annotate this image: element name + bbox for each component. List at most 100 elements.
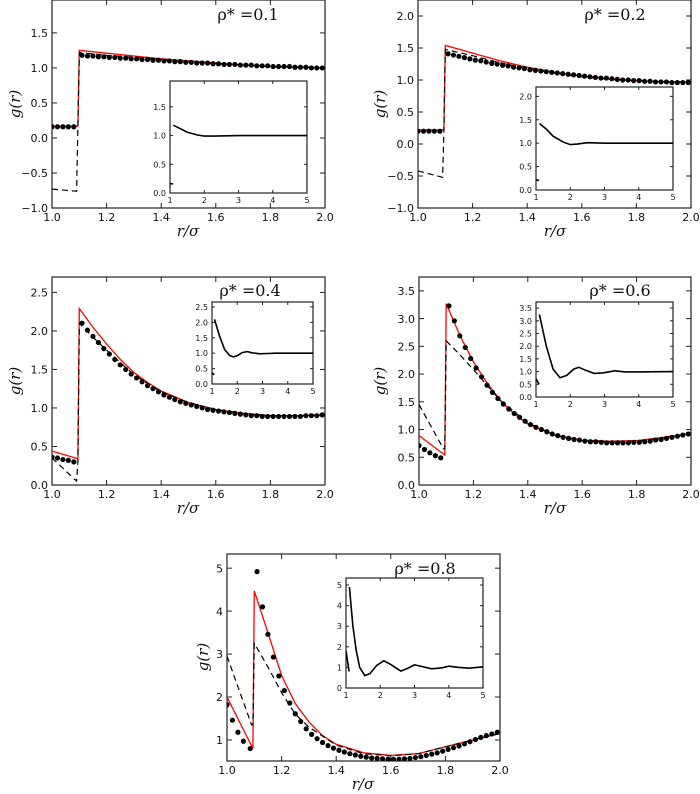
simulation-data-point	[467, 56, 473, 62]
y-tick-label: 1.5	[397, 42, 415, 55]
simulation-data-point	[374, 755, 380, 761]
simulation-data-point	[314, 65, 320, 71]
x-tick-label: 1.8	[262, 488, 280, 501]
x-tick-label: 1.2	[464, 211, 482, 224]
simulation-data-point	[112, 54, 118, 61]
y-tick-label: 1.0	[398, 424, 416, 437]
simulation-data-point	[522, 418, 528, 424]
simulation-data-point	[489, 60, 495, 66]
simulation-data-point	[155, 389, 162, 395]
y-tick-label: 1.0	[31, 62, 49, 75]
simulation-data-point	[625, 440, 632, 446]
x-tick-label: 2.0	[682, 211, 700, 224]
simulation-data-point	[669, 434, 675, 440]
x-tick-label: 1.2	[98, 488, 116, 501]
simulation-data-point	[527, 421, 534, 428]
inset-x-tick-label: 2	[235, 387, 240, 396]
simulation-data-point	[52, 454, 55, 460]
simulation-data-point	[620, 77, 626, 83]
simulation-data-point	[259, 63, 265, 69]
y-axis-label: g(r)	[194, 643, 212, 672]
simulation-data-point	[500, 62, 506, 68]
simulation-data-point	[303, 413, 309, 419]
simulation-data-point	[669, 79, 675, 86]
inset-y-tick-label: 1	[337, 663, 342, 672]
inset-x-tick-label: 4	[636, 400, 641, 409]
inset-x-tick-label: 3	[602, 193, 607, 202]
inset-y-tick-label: 0.0	[153, 189, 166, 198]
x-tick-label: 1.4	[518, 211, 536, 224]
simulation-data-point	[631, 78, 637, 84]
simulation-data-point	[560, 434, 566, 440]
simulation-data-point	[587, 439, 593, 445]
y-tick-label: 2.0	[398, 368, 416, 381]
simulation-data-point	[598, 439, 604, 445]
simulation-data-point	[423, 752, 429, 759]
inset-g-curve	[538, 122, 673, 146]
simulation-data-point	[270, 63, 276, 70]
panel-title: ρ* =0.4	[219, 281, 280, 300]
simulation-data-point	[432, 453, 438, 459]
simulation-data-point	[123, 366, 129, 373]
y-axis-label: g(r)	[371, 90, 389, 119]
inset-y-tick-label: 3.0	[519, 317, 532, 326]
x-tick-label: 1.2	[273, 764, 291, 777]
simulation-data-point	[571, 72, 577, 78]
y-tick-label: 1.5	[398, 396, 416, 409]
simulation-data-point	[52, 124, 55, 130]
simulation-data-point	[237, 62, 243, 68]
simulation-data-point	[549, 431, 555, 437]
panel-2: 1.0 1.2 1.4 1.6 1.8 2.0 −1.0 −0.5 0.0 0.5 1.0 1.5 2.…	[371, 0, 700, 240]
simulation-data-point	[117, 55, 123, 61]
simulation-data-point	[319, 739, 326, 746]
simulation-data-point	[636, 439, 642, 445]
simulation-data-point	[172, 59, 178, 65]
simulation-data-point	[259, 413, 265, 420]
inset-x-tick-label: 1	[533, 193, 538, 202]
x-axis-label: r/σ	[544, 499, 567, 517]
simulation-data-point	[194, 403, 200, 410]
simulation-data-point	[511, 410, 517, 417]
x-tick-label: 1.0	[43, 488, 61, 501]
inset-y-tick-label: 0.0	[195, 380, 208, 389]
y-tick-label: 0.5	[397, 106, 415, 119]
simulation-data-point	[625, 77, 631, 83]
inset-y-tick-label: 2.0	[195, 318, 208, 327]
inset-x-tick-label: 1	[343, 691, 348, 700]
simulation-data-point	[226, 61, 233, 68]
panel-title: ρ* =0.2	[584, 5, 645, 24]
simulation-data-point	[155, 57, 162, 63]
simulation-data-point	[270, 654, 277, 660]
y-tick-label: 4	[216, 605, 223, 618]
y-tick-label: 0.0	[31, 132, 49, 145]
simulation-data-point	[352, 752, 358, 758]
inset-x-tick-label: 5	[670, 193, 675, 202]
y-tick-label: 1.0	[397, 74, 415, 87]
simulation-data-point	[658, 436, 664, 443]
simulation-data-point	[685, 79, 691, 86]
y-tick-label: −1.0	[387, 202, 414, 215]
simulation-data-point	[112, 356, 118, 363]
inset-plot-area	[536, 122, 673, 182]
simulation-data-point	[188, 402, 194, 408]
simulation-data-point	[412, 754, 418, 761]
inset-y-tick-label: 1.5	[153, 103, 166, 112]
simulation-data-point	[494, 729, 500, 735]
simulation-data-point	[421, 446, 428, 453]
simulation-data-point	[593, 439, 599, 445]
simulation-data-point	[685, 431, 691, 437]
simulation-data-point	[106, 351, 112, 357]
y-tick-label: −1.0	[21, 202, 48, 215]
simulation-data-point	[232, 61, 238, 68]
simulation-data-point	[483, 59, 489, 65]
simulation-data-point	[483, 733, 489, 739]
simulation-data-point	[396, 756, 402, 761]
simulation-data-point	[533, 424, 539, 430]
simulation-data-point	[247, 745, 253, 752]
x-tick-label: 1.4	[519, 488, 537, 501]
simulation-data-point	[199, 405, 205, 411]
simulation-data-point	[505, 63, 511, 69]
simulation-data-point	[128, 371, 134, 377]
simulation-data-point	[431, 128, 437, 134]
